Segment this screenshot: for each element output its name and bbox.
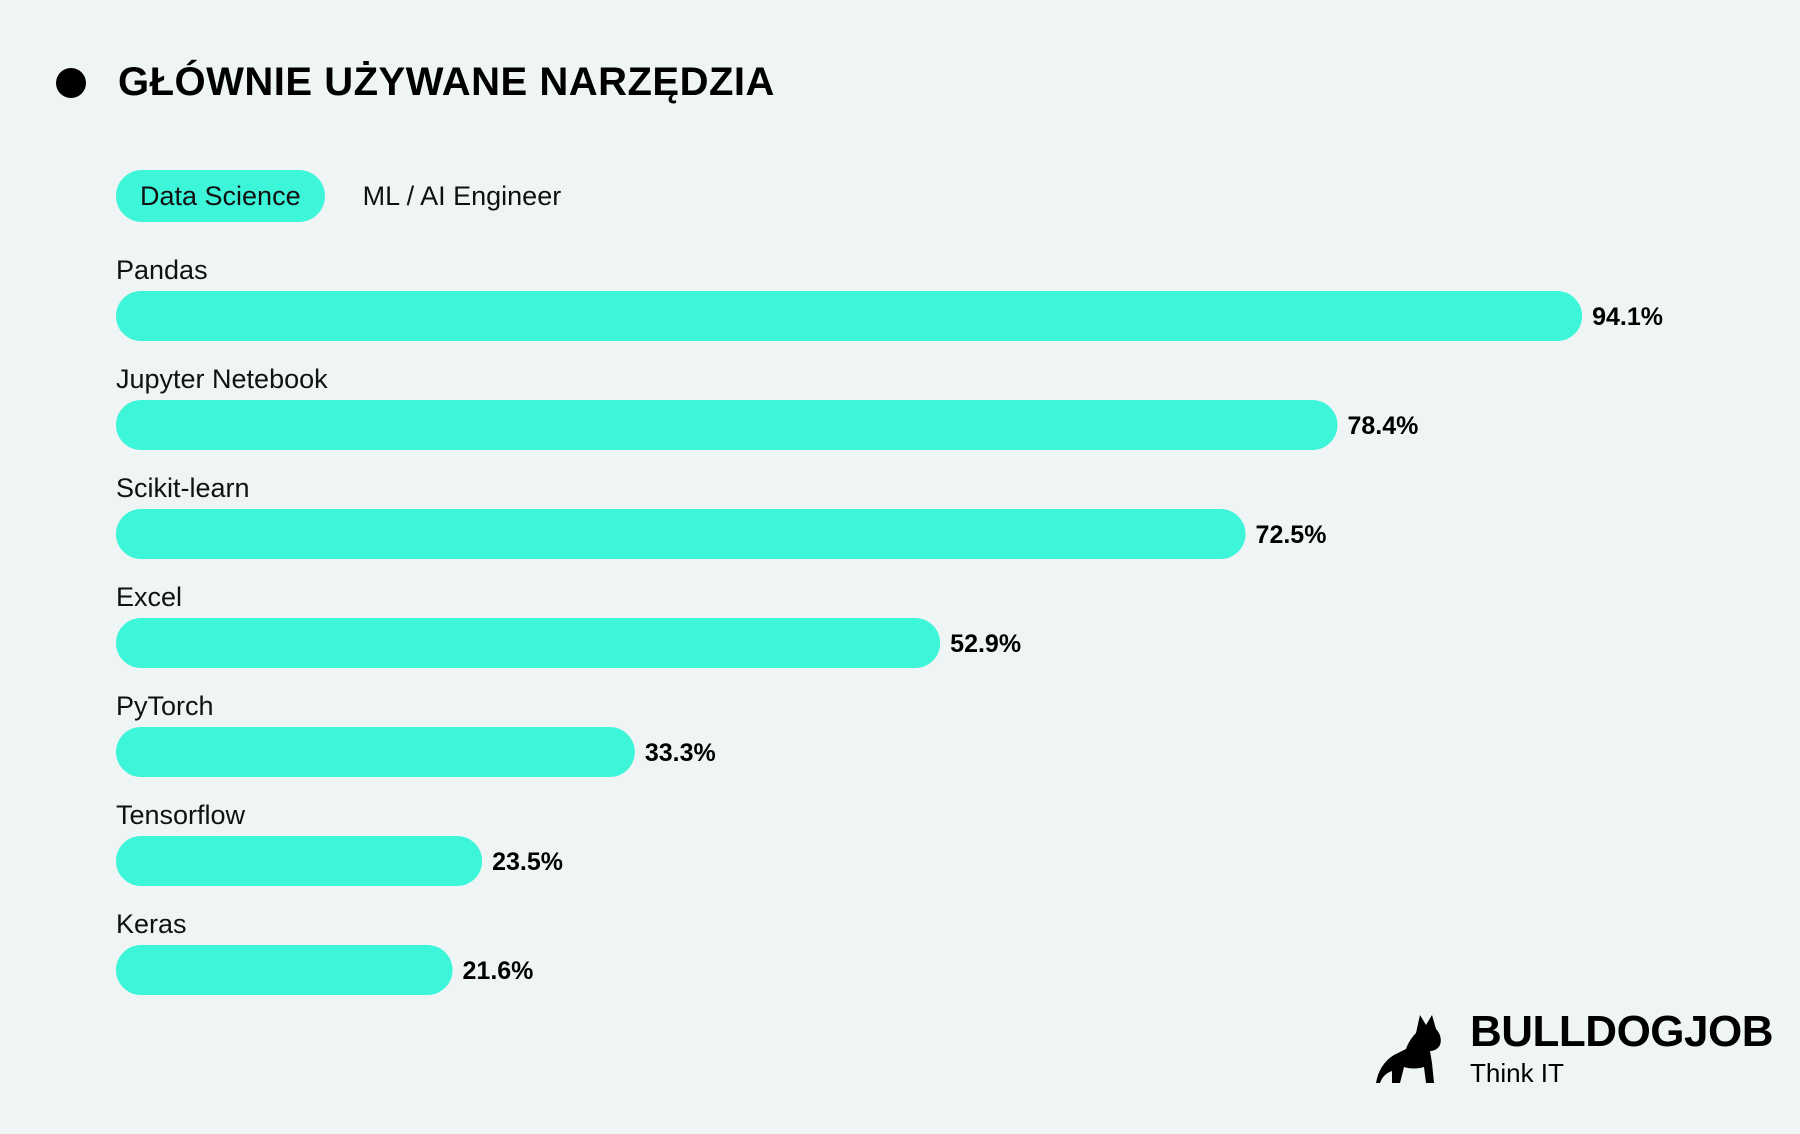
bulldog-icon — [1376, 1015, 1441, 1083]
tab-ml-ai-engineer[interactable]: ML / AI Engineer — [362, 181, 562, 211]
brand-tagline: Think IT — [1470, 1058, 1564, 1088]
brand-name: BULLDOGJOB — [1470, 1007, 1774, 1056]
bar — [116, 400, 1338, 450]
value-label: 21.6% — [463, 957, 534, 985]
chart-header: GŁÓWNIE UŻYWANE NARZĘDZIA — [56, 60, 775, 105]
bar — [116, 727, 635, 777]
value-label: 23.5% — [492, 848, 563, 876]
category-label: Jupyter Netebook — [116, 364, 328, 394]
tab-data-science[interactable]: Data Science — [116, 170, 325, 222]
tab-bar: Data Science ML / AI Engineer — [116, 170, 585, 222]
brand-logo: BULLDOGJOB Think IT — [1376, 1007, 1774, 1088]
bar — [116, 618, 941, 668]
category-label: PyTorch — [116, 691, 214, 721]
bullet-dot-icon — [56, 67, 86, 98]
category-label: Scikit-learn — [116, 473, 250, 503]
value-label: 94.1% — [1592, 303, 1663, 331]
category-label: Tensorflow — [116, 800, 246, 830]
bar — [116, 836, 483, 886]
category-label: Excel — [116, 582, 182, 612]
bar — [116, 509, 1246, 559]
page-title: GŁÓWNIE UŻYWANE NARZĘDZIA — [118, 60, 775, 104]
value-label: 33.3% — [645, 739, 716, 767]
value-label: 72.5% — [1256, 521, 1327, 549]
value-label: 78.4% — [1347, 412, 1418, 440]
bar — [116, 291, 1583, 341]
bar — [116, 945, 453, 995]
value-label: 52.9% — [950, 630, 1021, 658]
category-label: Keras — [116, 909, 187, 939]
category-label: Pandas — [116, 255, 208, 285]
